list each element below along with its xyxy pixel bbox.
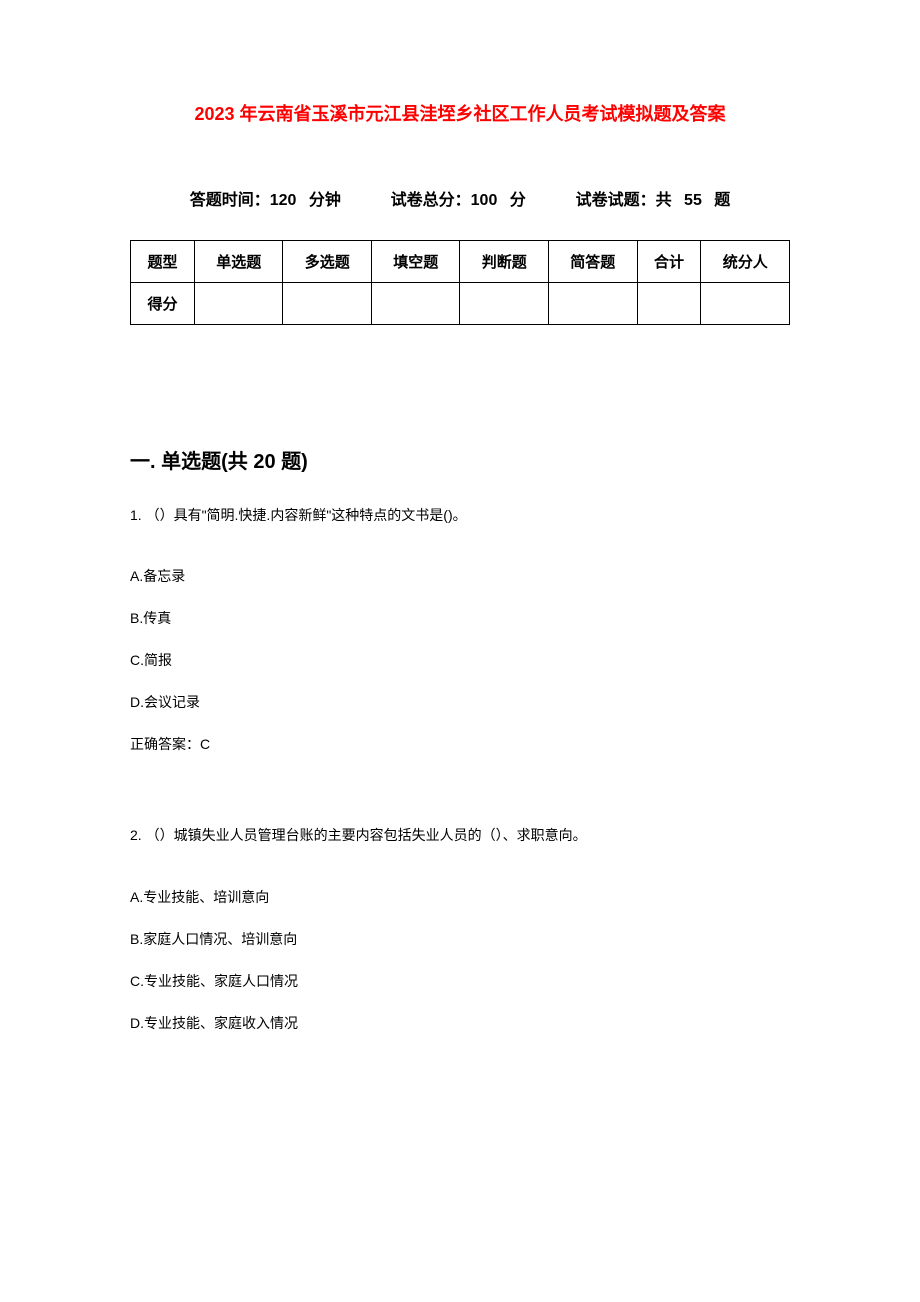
question-number: 1. <box>130 507 142 523</box>
col-single: 单选题 <box>194 241 283 283</box>
col-total: 合计 <box>637 241 701 283</box>
score-cell <box>637 283 701 325</box>
answer-value: C <box>200 736 210 752</box>
row-label: 得分 <box>131 283 195 325</box>
exam-title: 2023 年云南省玉溪市元江县洼垤乡社区工作人员考试模拟题及答案 <box>130 100 790 126</box>
time-label: 答题时间： <box>190 192 270 209</box>
total-value: 100 分 <box>471 192 526 209</box>
question-content: （）具有"简明.快捷.内容新鲜"这种特点的文书是()。 <box>146 507 467 523</box>
option-d: D.会议记录 <box>130 692 790 712</box>
col-type: 题型 <box>131 241 195 283</box>
score-cell <box>460 283 549 325</box>
count-value: 共 55 题 <box>656 192 731 209</box>
question-content: （）城镇失业人员管理台账的主要内容包括失业人员的（）、求职意向。 <box>146 827 587 843</box>
score-cell <box>371 283 460 325</box>
count-label: 试卷试题： <box>576 192 656 209</box>
option-c: C.简报 <box>130 650 790 670</box>
col-fill: 填空题 <box>371 241 460 283</box>
answer: 正确答案：C <box>130 734 790 754</box>
option-d: D.专业技能、家庭收入情况 <box>130 1013 790 1033</box>
question-block: 2. （）城镇失业人员管理台账的主要内容包括失业人员的（）、求职意向。 A.专业… <box>130 824 790 1032</box>
section-heading: 一. 单选题(共 20 题) <box>130 445 790 474</box>
option-a: A.备忘录 <box>130 566 790 586</box>
question-block: 1. （）具有"简明.快捷.内容新鲜"这种特点的文书是()。 A.备忘录 B.传… <box>130 504 790 754</box>
score-cell <box>701 283 790 325</box>
answer-label: 正确答案： <box>130 736 200 752</box>
col-multi: 多选题 <box>283 241 372 283</box>
option-b: B.传真 <box>130 608 790 628</box>
score-table: 题型 单选题 多选题 填空题 判断题 简答题 合计 统分人 得分 <box>130 240 790 325</box>
option-b: B.家庭人口情况、培训意向 <box>130 929 790 949</box>
table-header-row: 题型 单选题 多选题 填空题 判断题 简答题 合计 统分人 <box>131 241 790 283</box>
time-value: 120 分钟 <box>270 192 341 209</box>
option-c: C.专业技能、家庭人口情况 <box>130 971 790 991</box>
question-number: 2. <box>130 827 142 843</box>
col-scorer: 统分人 <box>701 241 790 283</box>
score-cell <box>283 283 372 325</box>
total-label: 试卷总分： <box>391 192 471 209</box>
option-a: A.专业技能、培训意向 <box>130 887 790 907</box>
question-text: 2. （）城镇失业人员管理台账的主要内容包括失业人员的（）、求职意向。 <box>130 824 790 846</box>
col-judge: 判断题 <box>460 241 549 283</box>
score-cell <box>549 283 638 325</box>
exam-info: 答题时间：120 分钟 试卷总分：100 分 试卷试题：共 55 题 <box>130 186 790 210</box>
col-short: 简答题 <box>549 241 638 283</box>
score-cell <box>194 283 283 325</box>
question-text: 1. （）具有"简明.快捷.内容新鲜"这种特点的文书是()。 <box>130 504 790 526</box>
table-score-row: 得分 <box>131 283 790 325</box>
